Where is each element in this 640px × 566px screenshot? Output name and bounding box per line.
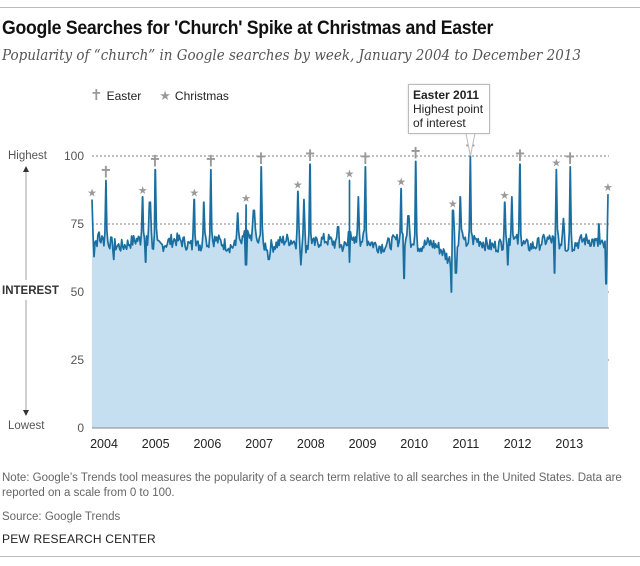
- christmas-marker-2: ★: [189, 187, 199, 200]
- legend-christmas-label: Christmas: [174, 89, 229, 103]
- y-tick-label-25: 25: [71, 353, 85, 367]
- legend: ✝ Easter ★ Christmas: [90, 87, 229, 104]
- top-rule: [0, 7, 640, 8]
- easter-marker-8: ✝: [513, 146, 526, 165]
- easter-marker-6: ✝: [409, 143, 422, 162]
- annotation-line1: Highest point: [413, 102, 484, 116]
- easter-marker-4: ✝: [303, 146, 316, 165]
- christmas-marker-0: ★: [87, 187, 97, 200]
- bottom-rule: [0, 556, 640, 557]
- arrow-down-icon: [23, 410, 29, 416]
- easter-marker-2: ✝: [204, 152, 217, 171]
- christmas-marker-5: ★: [345, 167, 355, 180]
- x-tick-label-2009: 2009: [349, 437, 377, 451]
- easter-marker-5: ✝: [359, 149, 372, 168]
- x-tick-label-2004: 2004: [90, 437, 118, 451]
- annotation-line2: of interest: [413, 116, 466, 130]
- legend-easter-label: Easter: [106, 89, 142, 103]
- easter-marker-1: ✝: [148, 152, 161, 171]
- christmas-marker-9: ★: [551, 157, 561, 170]
- y-tick-label-50: 50: [71, 285, 85, 299]
- easter-marker-3: ✝: [254, 149, 267, 168]
- x-tick-label-2010: 2010: [400, 437, 428, 451]
- christmas-marker-10: ★: [603, 181, 613, 194]
- x-tick-label-2008: 2008: [297, 437, 325, 451]
- christmas-marker-6: ★: [396, 176, 406, 189]
- christmas-marker-1: ★: [138, 184, 148, 197]
- x-tick-label-2011: 2011: [452, 437, 479, 451]
- x-tick-label-2005: 2005: [142, 437, 170, 451]
- chart-title: Google Searches for 'Church' Spike at Ch…: [2, 18, 494, 39]
- x-tick-label-2012: 2012: [504, 437, 532, 451]
- christmas-marker-8: ★: [500, 189, 510, 202]
- x-tick-label-2013: 2013: [555, 437, 583, 451]
- y-tick-label-75: 75: [71, 217, 85, 231]
- y-tick-label-100: 100: [64, 149, 84, 163]
- arrow-up-icon: [23, 166, 29, 172]
- chart-subtitle: Popularity of “church” in Google searche…: [2, 48, 581, 64]
- org-label: PEW RESEARCH CENTER: [2, 532, 156, 546]
- cross-icon: ✝: [90, 87, 103, 104]
- axis-lowest-label: Lowest: [8, 420, 45, 432]
- y-tick-label-0: 0: [77, 421, 84, 435]
- easter-marker-9: ✝: [564, 149, 577, 168]
- annotation-pointer: [464, 130, 476, 157]
- x-tick-label-2007: 2007: [245, 437, 273, 451]
- axis-highest-label: Highest: [8, 150, 47, 162]
- annotation-title: Easter 2011: [413, 88, 480, 102]
- easter-marker-0: ✝: [99, 162, 112, 181]
- source-label: Source: Google Trends: [2, 511, 121, 523]
- star-icon: ★: [159, 88, 171, 103]
- christmas-marker-4: ★: [293, 178, 303, 191]
- series-line: [91, 155, 609, 293]
- annotation-callout: Easter 2011 Highest point of interest: [408, 84, 490, 134]
- christmas-marker-3: ★: [241, 192, 251, 205]
- x-tick-label-2006: 2006: [193, 437, 221, 451]
- area-fill: [92, 156, 608, 428]
- y-axis-title: INTEREST: [2, 285, 59, 297]
- footnote: Note: Google’s Trends tool measures the …: [2, 472, 622, 499]
- christmas-marker-7: ★: [448, 197, 458, 210]
